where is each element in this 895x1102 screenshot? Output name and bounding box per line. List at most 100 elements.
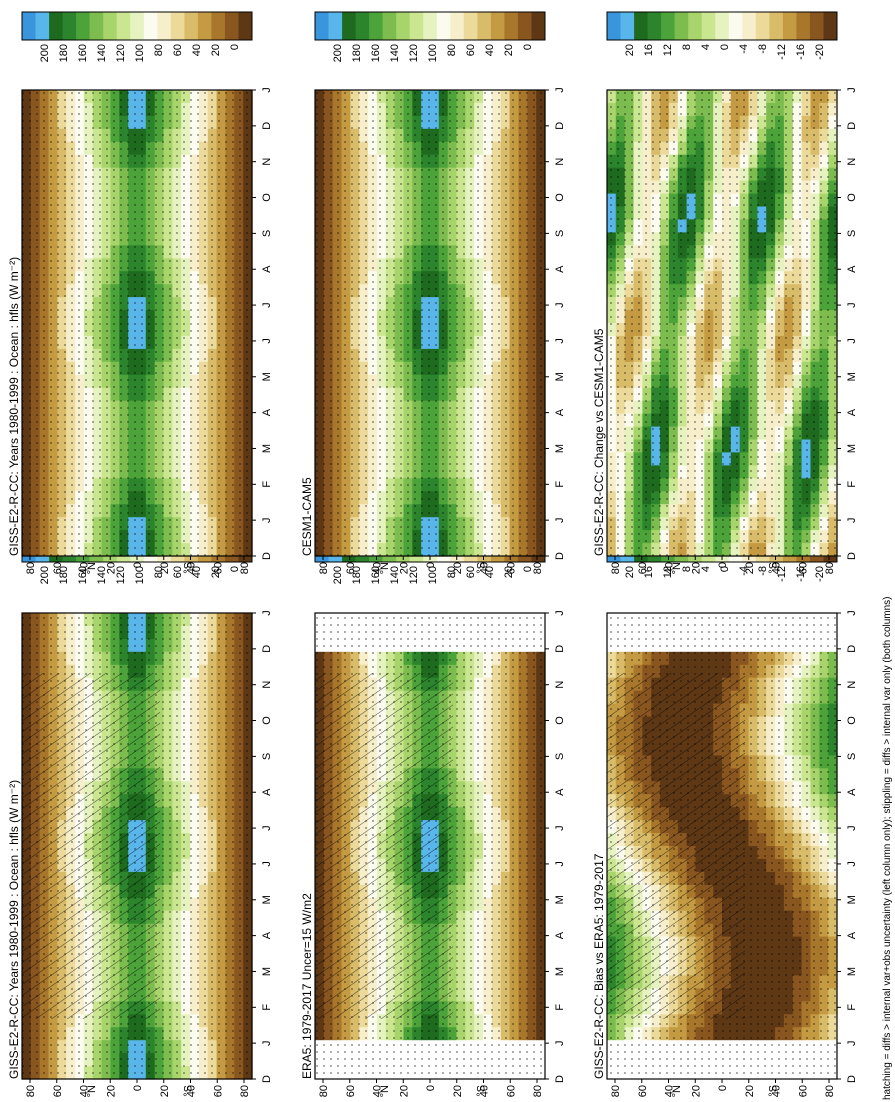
lat-tick-label: 20: [452, 562, 464, 574]
colorbar-frame: [314, 11, 546, 41]
colorbar-tick-label: 120: [115, 566, 127, 584]
month-tick-label: F: [261, 1004, 273, 1011]
colorbar-tick-label: 100: [134, 566, 146, 584]
lat-tick-label: 80: [532, 562, 544, 574]
lat-tick-label: 80: [25, 562, 37, 574]
month-tick-label: O: [261, 716, 273, 725]
lat-tick-label: 40: [372, 1085, 384, 1097]
colorbar-tick-label: 140: [96, 44, 108, 62]
month-tick-label: J: [554, 610, 566, 616]
month-tick-label: J: [261, 1040, 273, 1046]
colorbar-tick-label: 180: [58, 44, 70, 62]
colorbar-swatch: [49, 12, 64, 40]
lat-tick-label: 0: [425, 1085, 437, 1091]
colorbar-swatch: [517, 12, 532, 40]
colorbar-tick-label: 160: [77, 566, 89, 584]
stippling-overlay: [22, 613, 252, 1079]
month-tick-label: A: [554, 408, 566, 416]
lat-tick-label: 60: [505, 1085, 517, 1097]
colorbar-tick-label: 0: [229, 566, 241, 572]
month-tick-label: J: [554, 302, 566, 308]
panel-title: GISS-E2-R-CC: Years 1980-1999 : Ocean : …: [7, 257, 21, 556]
hemisphere-label: °S: [476, 562, 488, 574]
lat-tick-label: 60: [52, 1085, 64, 1097]
lat-tick-label: 20: [159, 562, 171, 574]
colorbar-tick-label: 40: [484, 566, 496, 578]
colorbar-tick-label: 160: [370, 44, 382, 62]
colorbar-tick-label: 20: [503, 566, 515, 578]
hemisphere-label: °S: [183, 562, 195, 574]
colorbar-tick-label: 80: [153, 44, 165, 56]
colorbar-frame: [21, 11, 253, 41]
lat-tick-label: 60: [52, 562, 64, 574]
month-tick-label: A: [554, 265, 566, 273]
month-tick-label: F: [554, 1004, 566, 1011]
lat-tick-label: 80: [318, 1085, 330, 1097]
lat-tick-label: 40: [79, 1085, 91, 1097]
month-tick-label: M: [554, 967, 566, 976]
colorbar-swatch: [116, 12, 131, 40]
colorbar-swatch: [355, 12, 370, 40]
month-tick-label: D: [554, 645, 566, 653]
colorbar-swatch: [436, 12, 451, 40]
lat-tick-label: 80: [532, 1085, 544, 1097]
colorbar-tick-label: 100: [134, 44, 146, 62]
colorbar-tick-label: 0: [522, 44, 534, 50]
lat-tick-label: 60: [212, 562, 224, 574]
colorbar-swatch: [197, 12, 212, 40]
month-tick-label: F: [554, 481, 566, 488]
colorbar-tick-label: 200: [332, 44, 344, 62]
colorbar-tick-label: 160: [77, 44, 89, 62]
stippling-overlay: [22, 90, 252, 556]
month-tick-label: M: [554, 444, 566, 453]
hemisphere-label: °N: [86, 562, 98, 574]
colorbar-tick-label: 200: [39, 44, 51, 62]
month-tick-label: A: [261, 408, 273, 416]
colorbar-swatch: [315, 12, 329, 40]
panel-title: ERA5: 1979-2017 Uncer=15 W/m2: [300, 893, 314, 1079]
colorbar-swatch: [490, 12, 505, 40]
month-tick-label: N: [554, 681, 566, 689]
colorbar-tick-label: 120: [408, 566, 420, 584]
month-tick-label: A: [554, 788, 566, 796]
lat-tick-label: 80: [25, 1085, 37, 1097]
colorbar-tick-label: 140: [96, 566, 108, 584]
colorbar-swatch: [382, 12, 397, 40]
month-tick-label: J: [261, 302, 273, 308]
month-tick-label: S: [554, 753, 566, 760]
lat-tick-label: 40: [372, 562, 384, 574]
month-tick-label: M: [554, 895, 566, 904]
month-tick-label: M: [554, 372, 566, 381]
lat-tick-label: 20: [398, 562, 410, 574]
month-tick-label: D: [554, 122, 566, 130]
month-tick-label: J: [261, 861, 273, 867]
month-tick-label: J: [261, 87, 273, 93]
colorbar-tick-label: 80: [446, 44, 458, 56]
colorbar-swatch: [103, 12, 118, 40]
lat-tick-label: 0: [425, 562, 437, 568]
colorbar-swatch: [170, 12, 185, 40]
colorbar-swatch: [463, 12, 478, 40]
stippling-overlay: [315, 90, 545, 556]
month-tick-label: O: [554, 716, 566, 725]
month-tick-label: J: [261, 517, 273, 523]
colorbar-tick-label: 160: [370, 566, 382, 584]
panel-title: GISS-E2-R-CC: Years 1980-1999 : Ocean : …: [7, 780, 21, 1079]
hemisphere-label: °N: [86, 1085, 98, 1097]
lat-tick-label: 20: [105, 562, 117, 574]
colorbar-swatch: [143, 12, 158, 40]
lat-tick-label: 40: [479, 1085, 491, 1097]
colorbar-tick-label: 100: [427, 44, 439, 62]
month-tick-label: M: [261, 444, 273, 453]
colorbar-swatch: [62, 12, 77, 40]
colorbar-swatch: [238, 12, 253, 40]
month-tick-label: A: [261, 788, 273, 796]
colorbar-tick-label: 0: [229, 44, 241, 50]
lat-tick-label: 80: [239, 1085, 251, 1097]
colorbar-swatch: [396, 12, 411, 40]
panel-model-right: 80 60 40 20 0 20 40 60 80°N °SDJFMAMJJASONDJGISS-…: [7, 11, 273, 574]
colorbar-tick-label: 60: [465, 566, 477, 578]
colorbar-swatch: [211, 12, 226, 40]
month-tick-label: J: [554, 87, 566, 93]
lat-tick-label: 20: [452, 1085, 464, 1097]
